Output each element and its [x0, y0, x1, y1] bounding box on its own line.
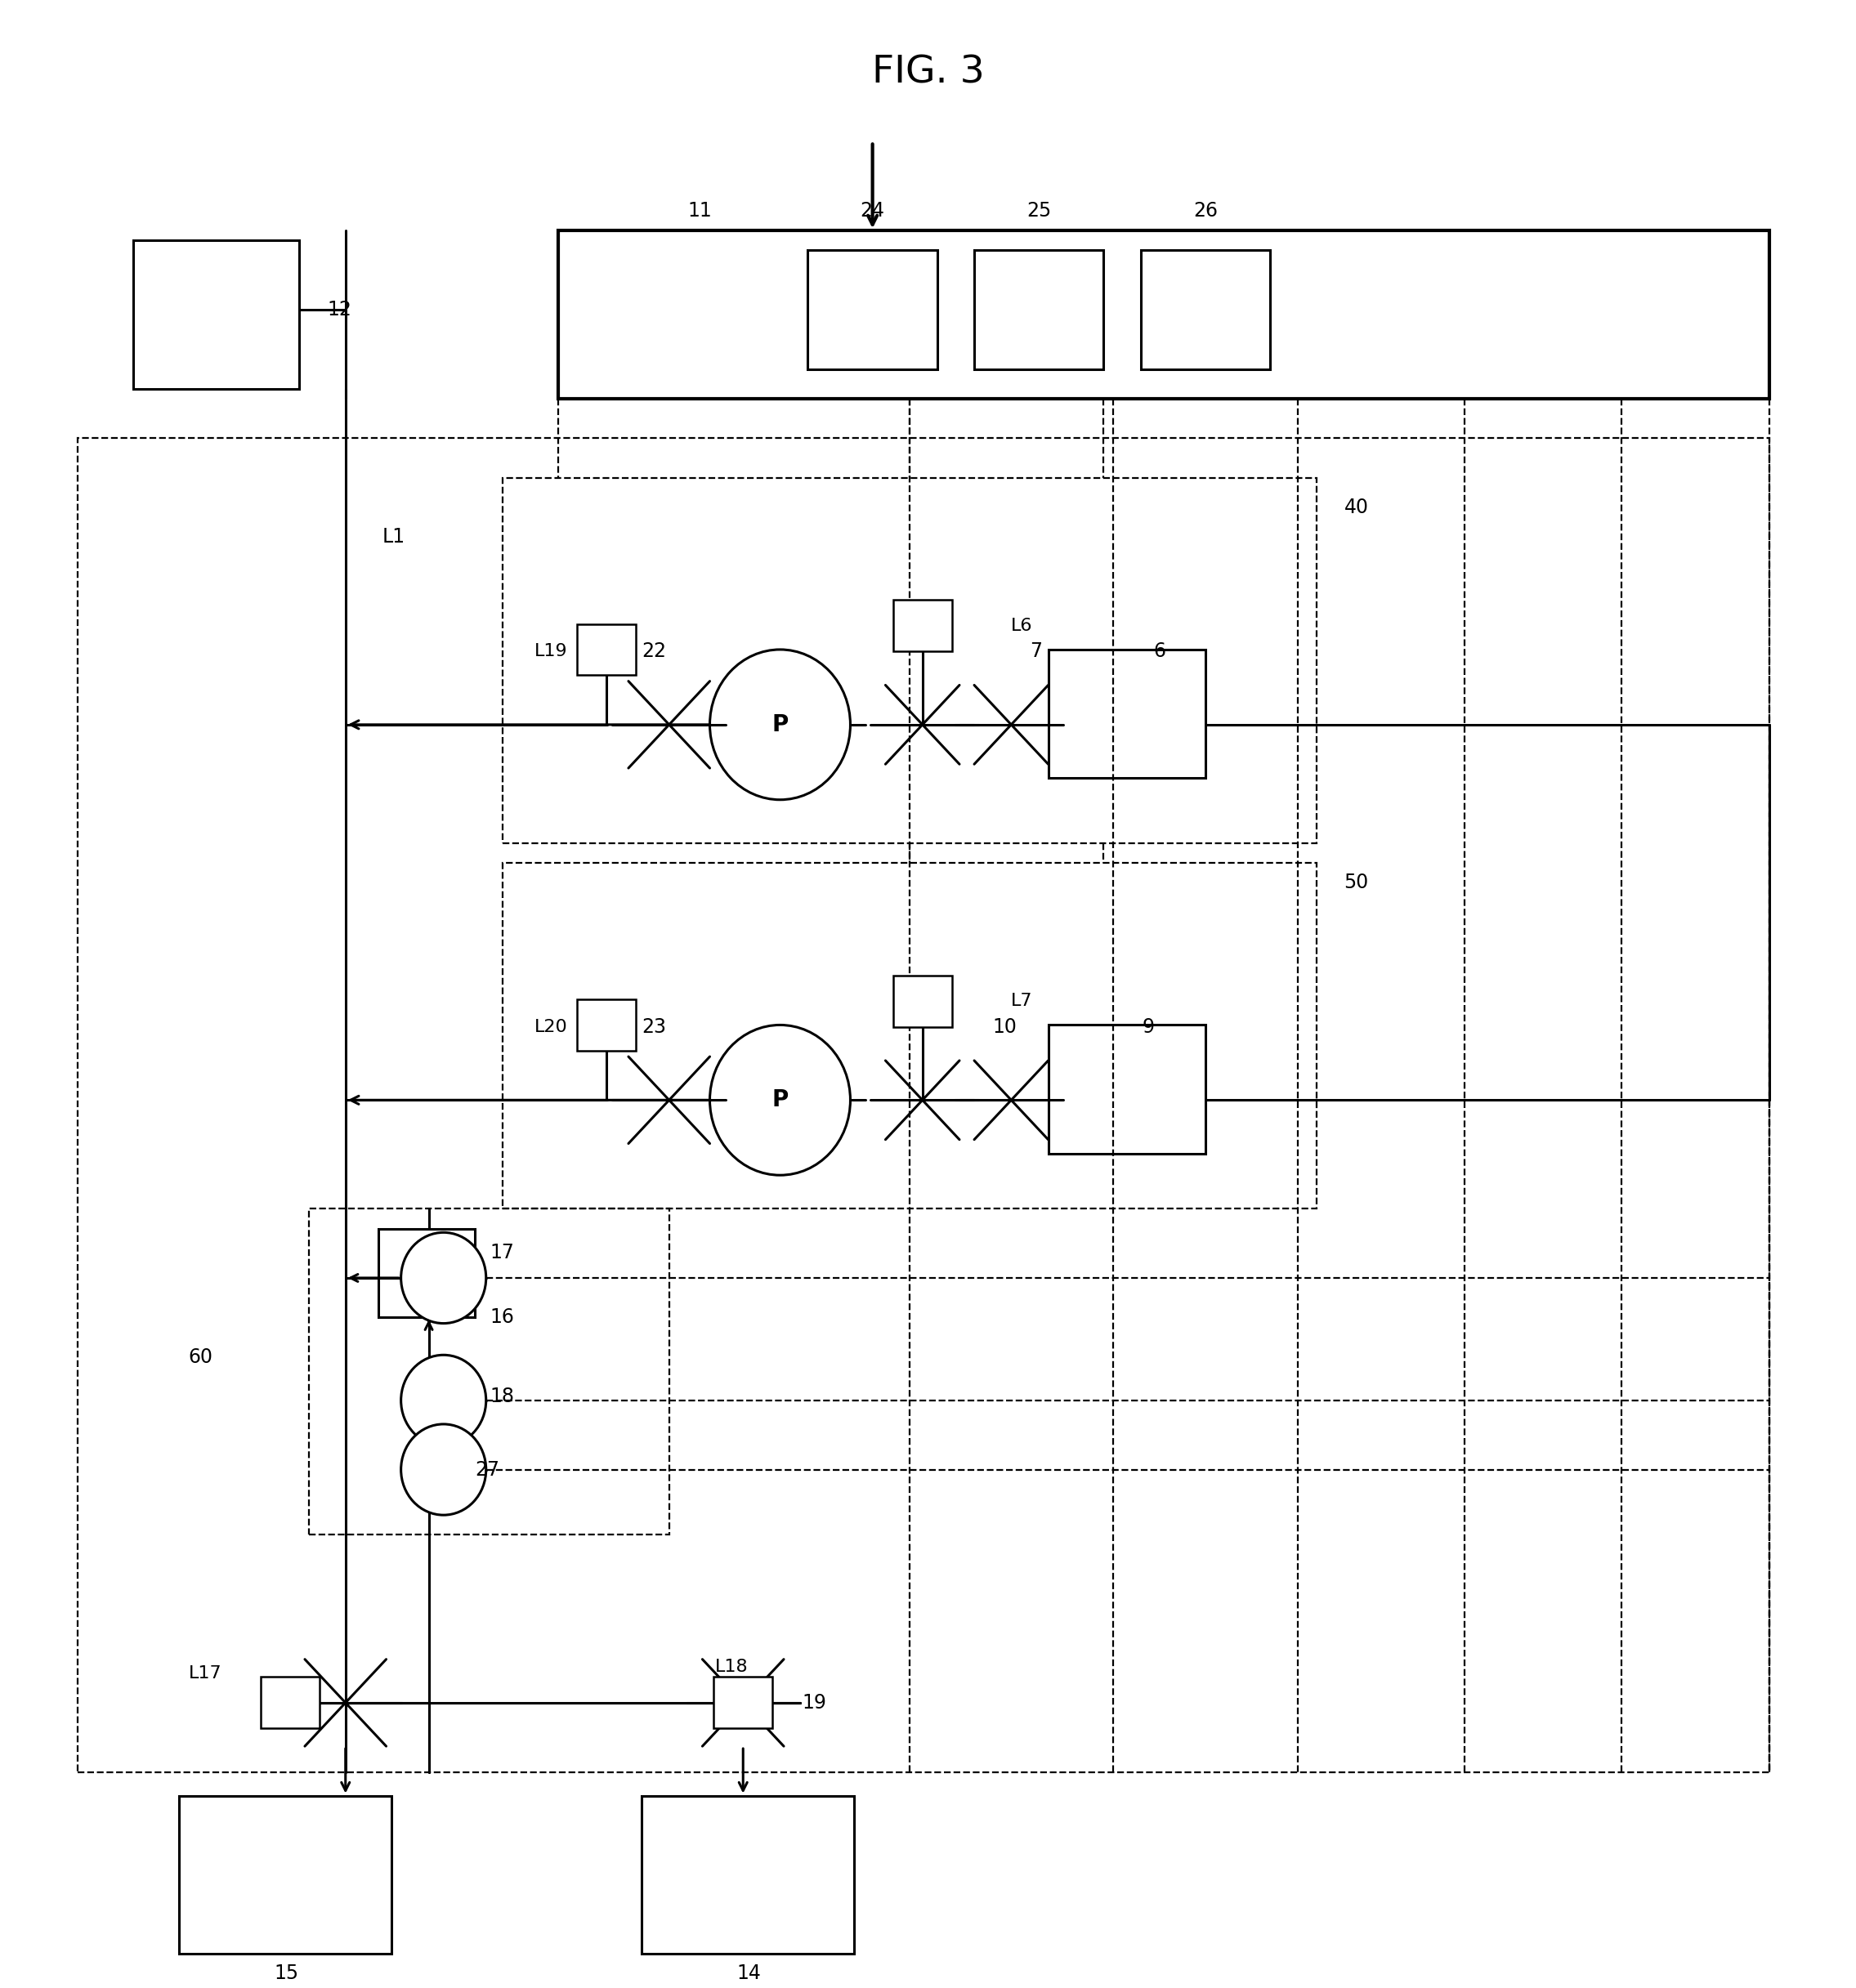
Bar [577, 1000, 637, 1052]
Circle shape [709, 650, 850, 799]
Bar [1141, 250, 1270, 370]
Text: 20: 20 [271, 1694, 297, 1712]
Bar [260, 1678, 319, 1728]
Text: 26: 26 [1193, 201, 1218, 221]
Text: 60: 60 [187, 1348, 213, 1368]
Bar [78, 437, 1769, 1771]
Text: P: P [772, 1089, 789, 1111]
Text: L20: L20 [535, 1018, 568, 1036]
Text: 15: 15 [275, 1964, 299, 1984]
Text: FIG. 3: FIG. 3 [872, 54, 984, 91]
Bar [503, 863, 1316, 1209]
Text: L6: L6 [1012, 618, 1034, 634]
Bar [178, 1795, 392, 1954]
Text: L7: L7 [1012, 994, 1034, 1010]
Bar [503, 477, 1316, 843]
Circle shape [401, 1423, 486, 1515]
Text: L17: L17 [187, 1664, 221, 1682]
Text: 17: 17 [490, 1242, 514, 1262]
Text: P: P [772, 714, 789, 736]
Text: 40: 40 [1344, 497, 1368, 517]
Text: 14: 14 [737, 1964, 761, 1984]
Text: 24: 24 [861, 201, 885, 221]
Bar [642, 1795, 854, 1954]
Text: 25: 25 [1026, 201, 1050, 221]
Circle shape [401, 1233, 486, 1324]
Text: 18: 18 [490, 1388, 514, 1406]
Bar [577, 624, 637, 676]
Text: 50: 50 [1344, 873, 1368, 893]
Bar [559, 231, 1769, 400]
Bar [1049, 650, 1205, 777]
Bar [308, 1209, 670, 1535]
Circle shape [709, 1026, 850, 1175]
Text: L18: L18 [715, 1660, 748, 1676]
Text: L19: L19 [535, 644, 568, 660]
Bar [893, 600, 952, 652]
Text: 8b: 8b [904, 1008, 926, 1024]
Text: 12: 12 [327, 300, 351, 320]
Text: 10: 10 [993, 1018, 1017, 1038]
Text: 23: 23 [642, 1018, 666, 1038]
Text: 22: 22 [642, 642, 666, 662]
Text: 6: 6 [1154, 642, 1166, 662]
Text: 7: 7 [1030, 642, 1041, 662]
Bar [713, 1678, 772, 1728]
Text: 19: 19 [802, 1694, 826, 1712]
Bar [134, 241, 299, 390]
Bar [379, 1229, 475, 1318]
Bar [807, 250, 937, 370]
Text: 11: 11 [687, 201, 713, 221]
Circle shape [401, 1356, 486, 1445]
Text: 16: 16 [490, 1308, 514, 1328]
Text: L1: L1 [382, 527, 405, 547]
Bar [893, 976, 952, 1028]
Bar [974, 250, 1104, 370]
Text: 9: 9 [1143, 1018, 1154, 1038]
Text: 27: 27 [475, 1459, 499, 1479]
Text: 8a: 8a [904, 632, 926, 648]
Bar [1049, 1026, 1205, 1153]
